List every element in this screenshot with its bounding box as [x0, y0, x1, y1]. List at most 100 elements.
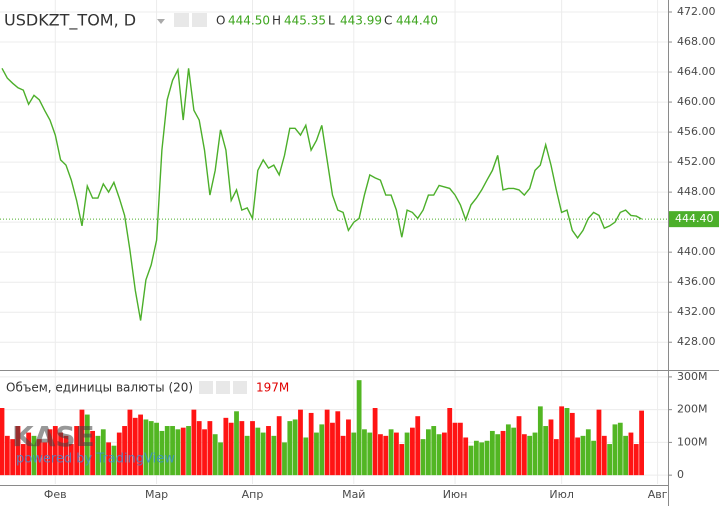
ohlc-key: H: [272, 14, 281, 28]
volume-bar: [202, 429, 207, 476]
volume-bar: [591, 440, 597, 476]
volume-bar: [436, 434, 442, 476]
last-price-label: 444.40: [675, 212, 714, 225]
volume-bar: [298, 409, 303, 476]
y-tick-label: 460.00: [677, 95, 716, 108]
price-line: [1, 67, 642, 321]
volume-bar: [426, 429, 431, 476]
x-tick-label: Май: [342, 488, 365, 501]
x-tick-label: Июл: [549, 488, 574, 501]
volume-bar: [383, 435, 389, 476]
settings-icon[interactable]: [216, 381, 230, 394]
ohlc-value: 444.50: [228, 14, 270, 28]
volume-bar: [42, 442, 48, 476]
watermark-text: powered by TradingView: [16, 452, 175, 467]
volume-bar: [116, 432, 122, 476]
volume-bar: [47, 429, 53, 476]
volume-bar: [505, 424, 511, 476]
volume-bar: [484, 440, 490, 476]
dropdown-arrow[interactable]: [157, 19, 165, 24]
volume-bar: [607, 444, 613, 476]
y-tick-label: 440.00: [677, 245, 716, 258]
volume-bar: [207, 421, 213, 476]
volume-bar: [399, 444, 405, 476]
y2-tick-label: 200M: [677, 403, 708, 416]
volume-bar: [372, 408, 378, 476]
volume-bar: [234, 411, 239, 476]
volume-bar: [479, 442, 485, 476]
volume-bar: [52, 426, 58, 476]
y-tick-label: 452.00: [677, 155, 716, 168]
volume-bar: [319, 424, 325, 476]
volume-bar: [527, 435, 533, 476]
volume-bar: [394, 432, 399, 476]
volume-bar: [553, 439, 559, 476]
y-tick-label: 432.00: [677, 305, 716, 318]
volume-bar: [84, 414, 90, 476]
volume-bar: [324, 409, 330, 476]
y-tick-label: 464.00: [677, 65, 716, 78]
volume-bar: [596, 409, 602, 476]
volume-bar: [516, 416, 522, 476]
volume-bar: [617, 422, 623, 476]
volume-bar: [106, 442, 111, 476]
volume-bar: [308, 412, 314, 476]
y-tick-label: 456.00: [677, 125, 716, 138]
volume-bar: [79, 409, 85, 476]
volume-bar: [68, 444, 74, 476]
watermark-logo: KASE: [12, 420, 95, 453]
volume-bar: [154, 422, 159, 476]
volume-bar: [20, 444, 26, 476]
volume-bar: [31, 435, 37, 476]
volume-bar: [500, 430, 506, 476]
volume-bar: [164, 426, 170, 476]
volume-bar: [601, 435, 607, 476]
volume-bar: [250, 421, 255, 476]
close-icon[interactable]: [233, 381, 247, 394]
settings-icon[interactable]: [192, 13, 207, 27]
volume-bar: [132, 417, 138, 476]
y-tick-label: 436.00: [677, 275, 716, 288]
ohlc-key: C: [384, 14, 392, 28]
x-tick-label: Мар: [145, 488, 168, 501]
volume-bar: [580, 435, 586, 476]
volume-bar: [276, 416, 282, 476]
eye-icon[interactable]: [199, 381, 213, 394]
volume-bar: [532, 432, 538, 476]
volume-bar: [575, 437, 581, 476]
volume-bar: [138, 414, 143, 476]
volume-bar: [239, 421, 245, 476]
volume-bar: [346, 419, 351, 476]
eye-icon[interactable]: [174, 13, 189, 27]
volume-bar: [559, 406, 565, 476]
volume-bar: [404, 432, 410, 476]
volume-bar: [585, 429, 591, 476]
symbol-title[interactable]: USDKZT_TOM, D: [4, 11, 136, 31]
ohlc-value: 444.40: [396, 14, 438, 28]
volume-bar: [255, 427, 261, 476]
volume-bar: [63, 435, 69, 476]
y-tick-label: 472.00: [677, 5, 716, 18]
volume-bar: [260, 432, 266, 476]
volume-bar: [639, 410, 644, 476]
volume-bar: [362, 429, 367, 476]
volume-bar: [463, 437, 469, 476]
ohlc-legend: O 444.50 H 445.35 L 443.99 C 444.40: [216, 14, 438, 28]
x-tick-label: Июн: [443, 488, 468, 501]
volume-bar: [415, 416, 421, 476]
y-tick-label: 428.00: [677, 335, 716, 348]
x-tick-label: Авг: [648, 488, 668, 501]
volume-bar: [271, 435, 277, 476]
volume-bar: [351, 432, 357, 476]
volume-bar: [159, 430, 165, 476]
volume-bar: [569, 412, 575, 476]
ohlc-value: 443.99: [340, 14, 382, 28]
x-tick-label: Апр: [242, 488, 264, 501]
volume-bar: [212, 434, 218, 476]
ohlc-value: 445.35: [284, 14, 326, 28]
volume-bar: [196, 421, 202, 476]
last-price-badge: [669, 211, 719, 228]
volume-bar: [191, 409, 197, 476]
volume-bar: [148, 421, 154, 476]
volume-bar: [266, 426, 271, 476]
